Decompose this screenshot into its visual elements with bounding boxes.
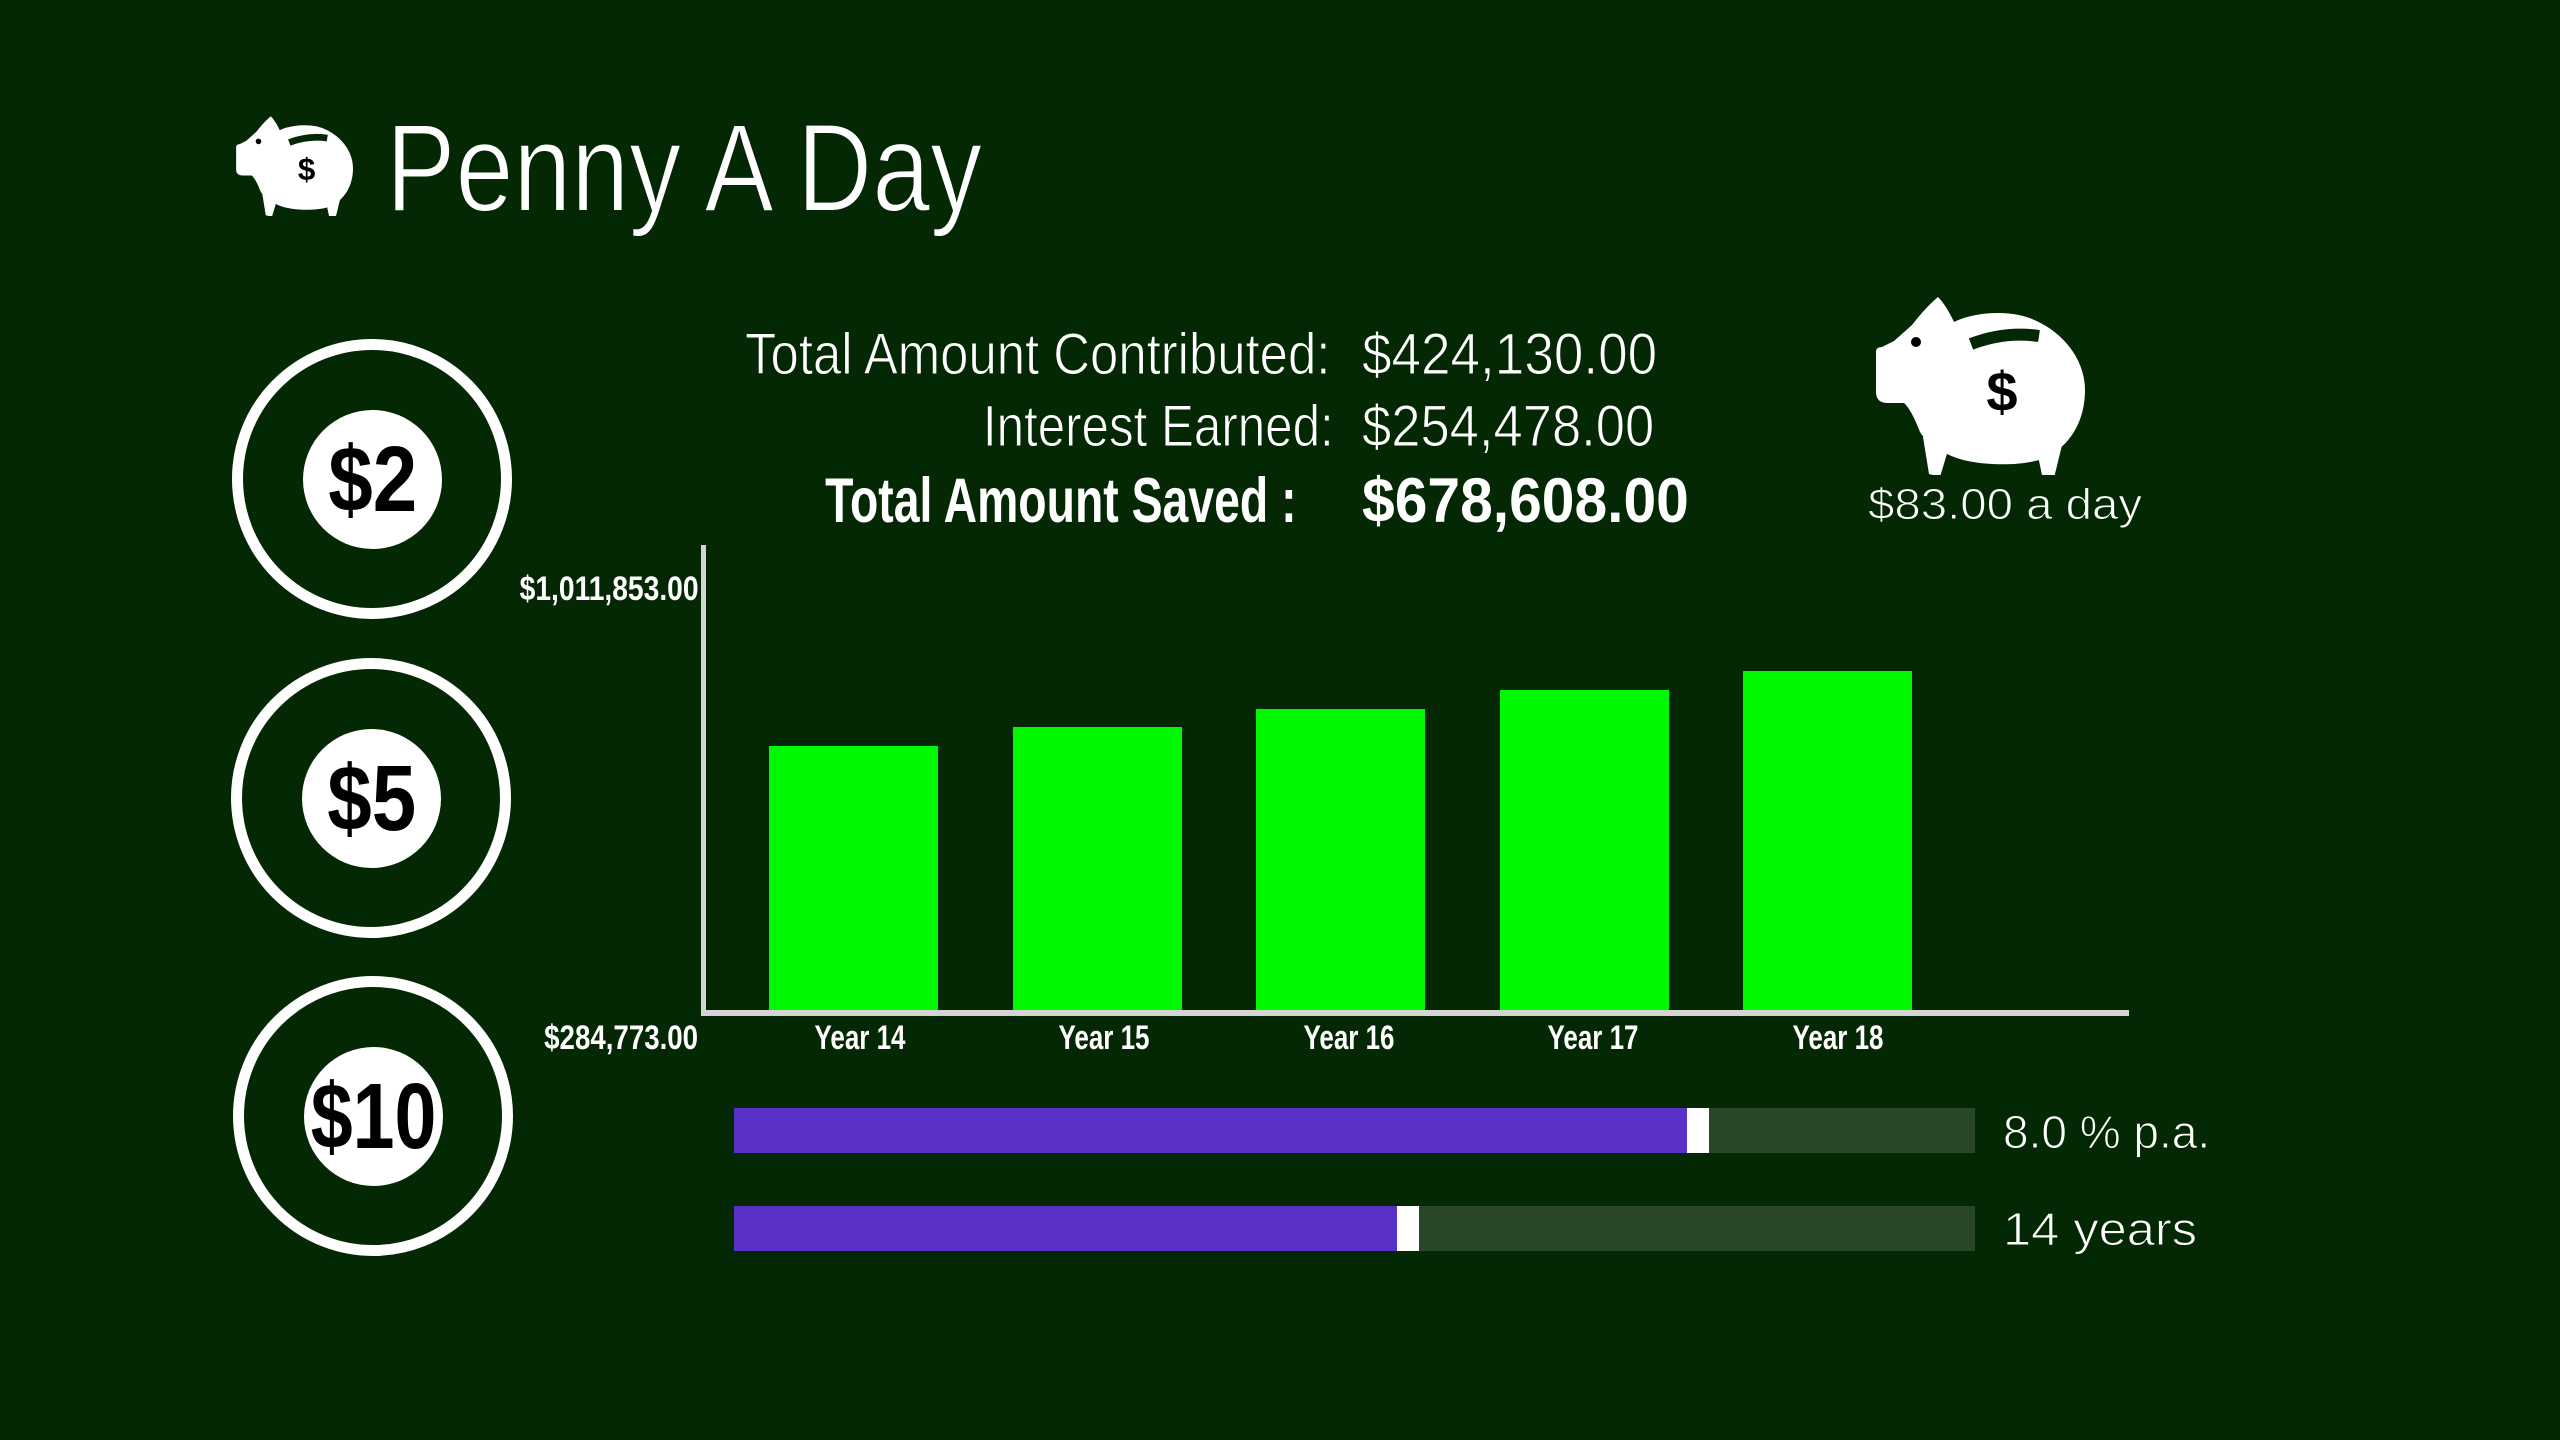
svg-text:$: $ [298,152,315,187]
svg-text:$: $ [1986,360,2017,423]
